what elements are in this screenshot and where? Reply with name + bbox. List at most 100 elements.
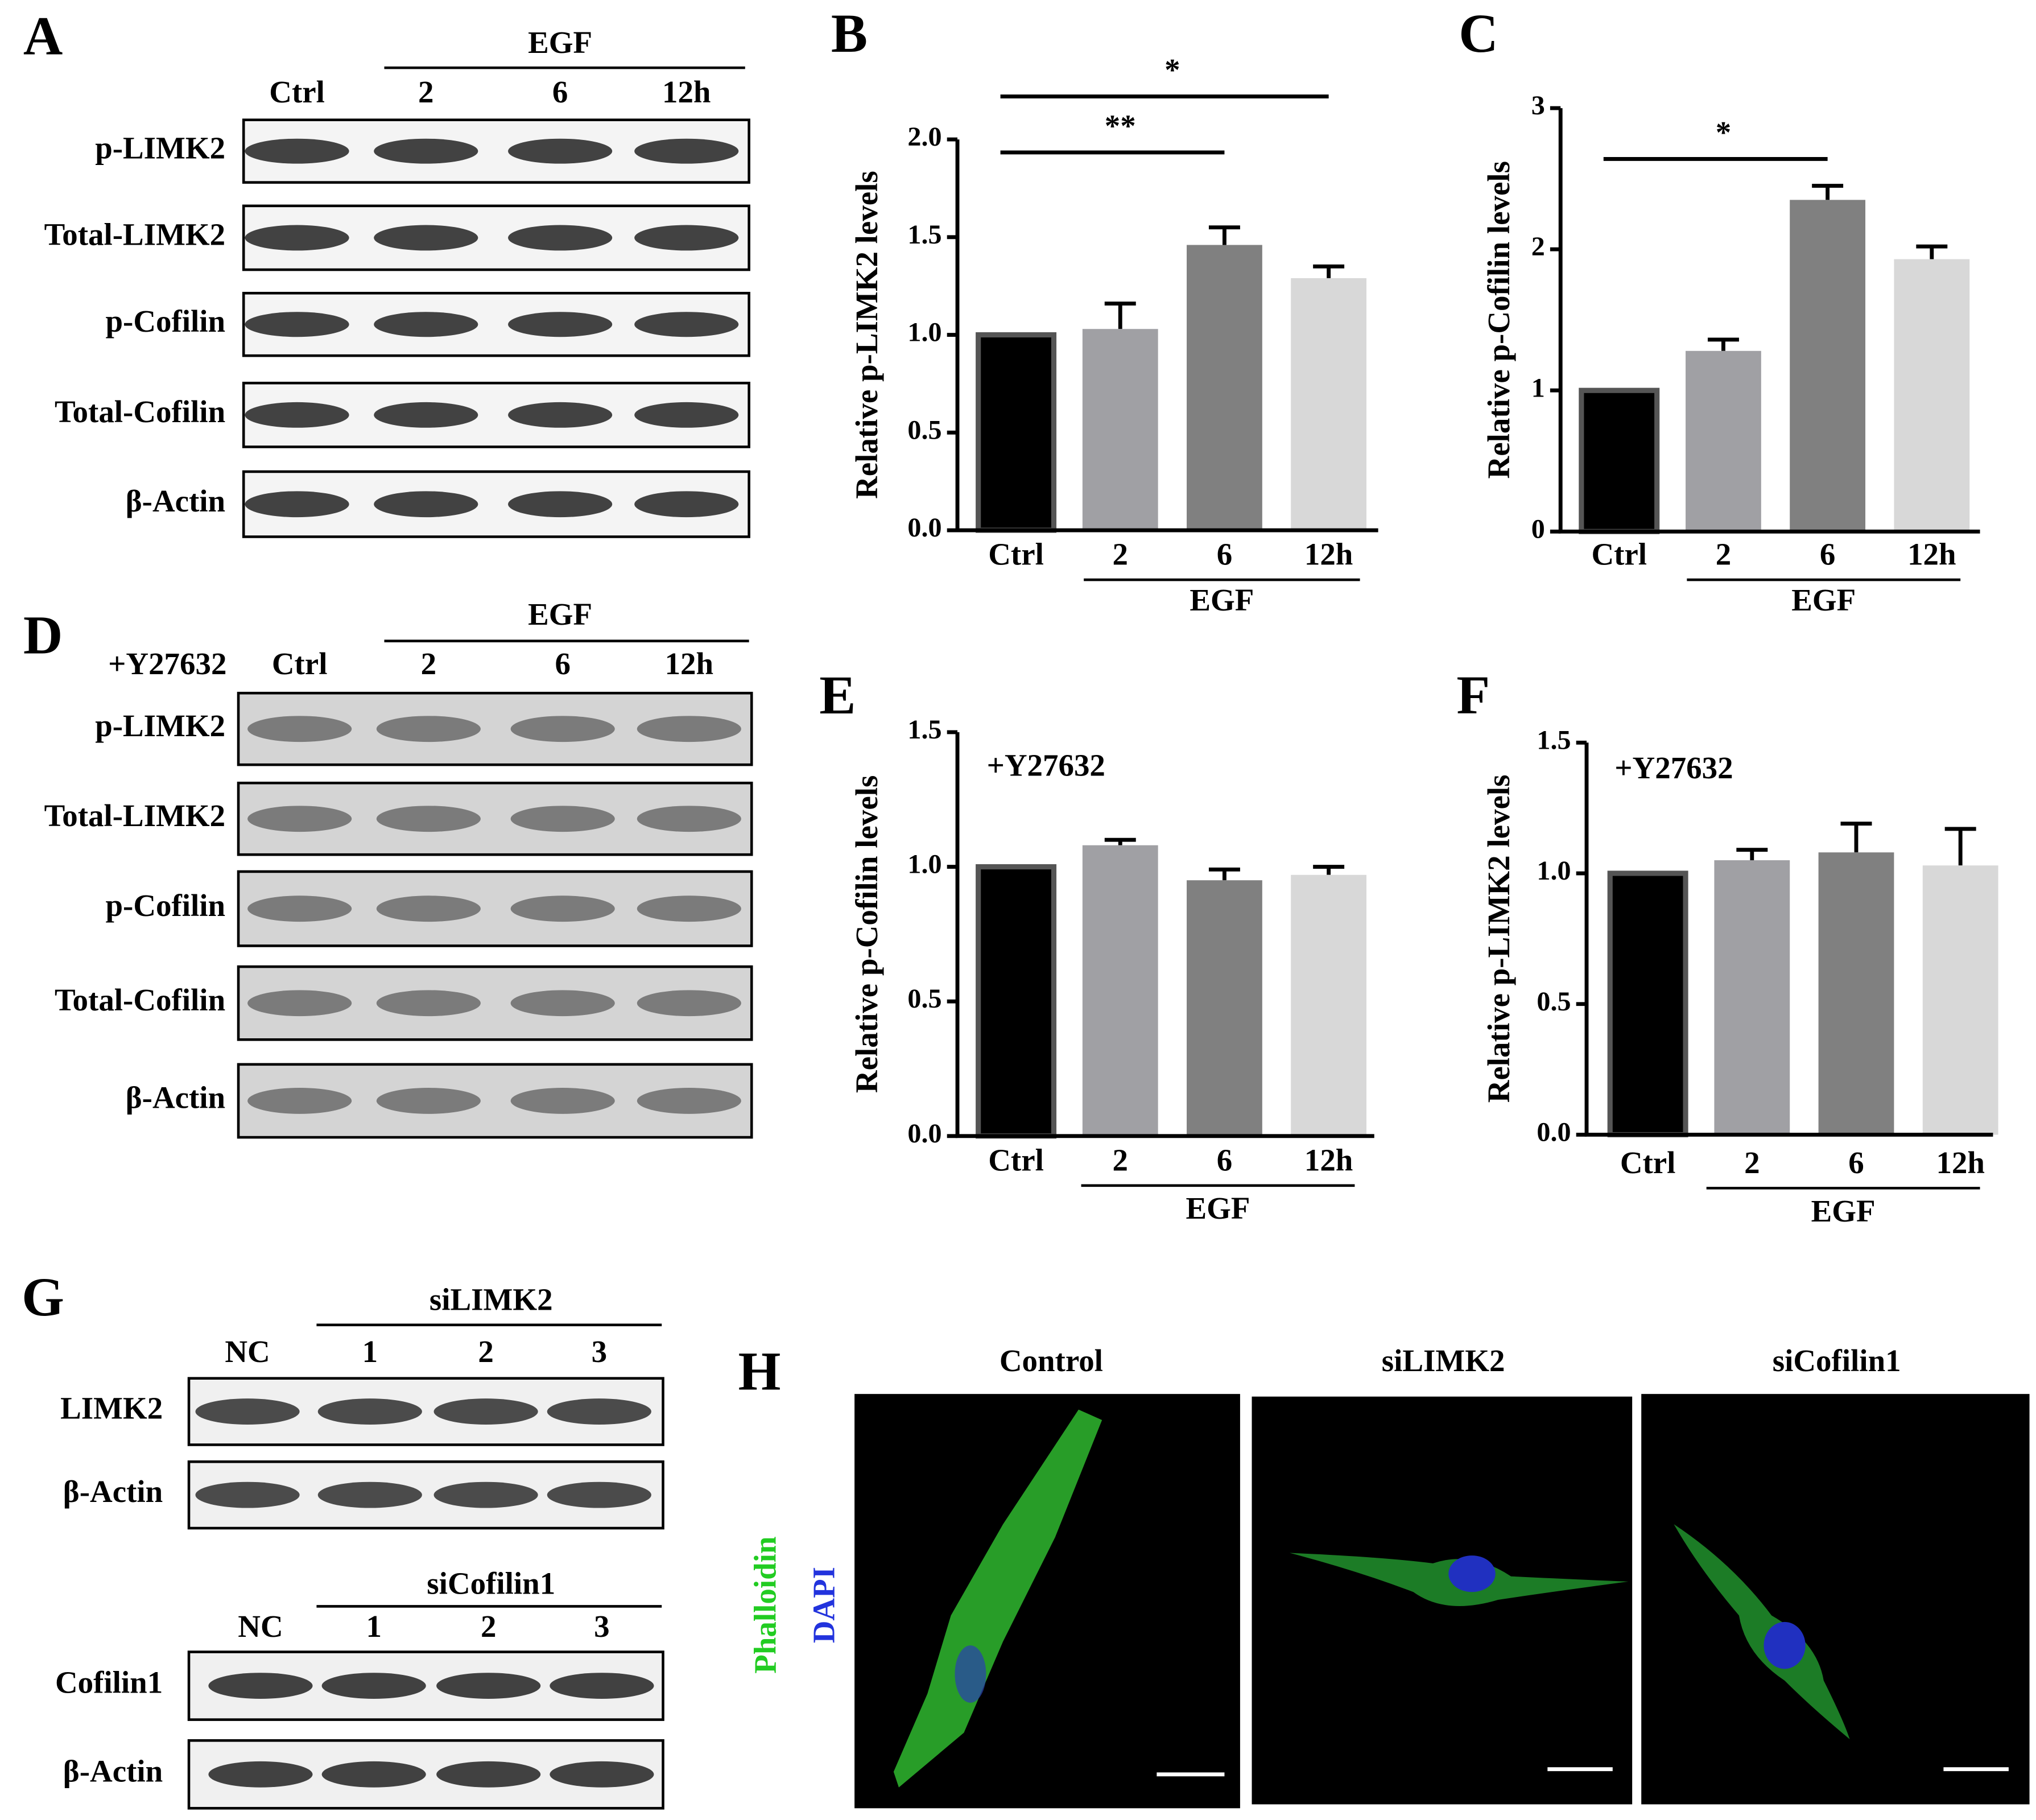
- y-tick-label: 1.0: [907, 849, 941, 880]
- band: [510, 1088, 615, 1114]
- nucleus: [955, 1645, 986, 1703]
- band: [317, 1398, 422, 1425]
- y-tick-label: 3: [1531, 90, 1545, 121]
- band: [510, 895, 615, 922]
- band: [634, 225, 739, 251]
- lane-label: 1: [362, 1334, 378, 1369]
- stain-label: DAPI: [807, 1567, 841, 1643]
- band: [376, 716, 481, 742]
- row-label: Total-LIMK2: [44, 217, 225, 252]
- y-tick-label: 1.5: [907, 715, 941, 745]
- band: [376, 895, 481, 922]
- bar: [1686, 350, 1761, 532]
- y-tick-label: 1.5: [1537, 725, 1571, 755]
- row-label: Total-LIMK2: [44, 798, 225, 833]
- row-label: β-Actin: [63, 1753, 163, 1788]
- band: [374, 138, 478, 164]
- cell: [893, 1409, 1102, 1788]
- band: [245, 138, 349, 164]
- stain-label: Phalloidin: [748, 1537, 783, 1674]
- band: [208, 1673, 313, 1699]
- bar: [1082, 845, 1158, 1136]
- row-label: p-LIMK2: [95, 130, 225, 165]
- significance-label: *: [1164, 52, 1180, 87]
- row-label: Total-Cofilin: [55, 983, 225, 1017]
- bar: [1922, 865, 1998, 1135]
- lane-label: 2: [421, 646, 436, 681]
- panel-letter: A: [23, 5, 63, 66]
- y-tick-label: 1.0: [907, 317, 941, 348]
- bar: [1082, 329, 1158, 531]
- band: [433, 1398, 538, 1425]
- y-axis-title: Relative p-Cofilin levels: [1481, 161, 1516, 478]
- panel-letter: D: [23, 605, 63, 666]
- lane-label: NC: [238, 1609, 283, 1644]
- band: [634, 138, 739, 164]
- band: [374, 491, 478, 518]
- group-label: EGF: [1190, 583, 1254, 617]
- x-tick-label: Ctrl: [1620, 1145, 1676, 1180]
- x-tick-label: 2: [1744, 1145, 1760, 1180]
- lane-label: 6: [555, 646, 570, 681]
- band: [550, 1673, 654, 1699]
- row-label: LIMK2: [60, 1391, 163, 1426]
- inset-label: +Y27632: [987, 748, 1105, 783]
- band: [508, 225, 613, 251]
- band: [510, 990, 615, 1017]
- row-label: β-Actin: [126, 1080, 225, 1115]
- panel-letter: G: [22, 1266, 64, 1327]
- bar: [1818, 852, 1894, 1135]
- lane-label: 3: [592, 1334, 607, 1369]
- band: [245, 491, 349, 518]
- lane-label: 12h: [662, 75, 711, 109]
- y-tick-label: 0.5: [1537, 987, 1571, 1017]
- lane-label: Ctrl: [269, 75, 325, 109]
- band: [508, 402, 613, 428]
- band: [247, 716, 352, 742]
- x-tick-label: 2: [1113, 1142, 1128, 1177]
- band: [374, 402, 478, 428]
- band: [508, 312, 613, 337]
- band: [245, 225, 349, 251]
- y-axis-title: Relative p-LIMK2 levels: [849, 171, 884, 499]
- band: [245, 402, 349, 428]
- x-tick-label: 12h: [1936, 1145, 1985, 1180]
- bar: [1291, 278, 1367, 531]
- bar: [1714, 860, 1790, 1135]
- x-tick-label: Ctrl: [988, 1142, 1044, 1177]
- band: [637, 716, 741, 742]
- lane-label: 3: [594, 1609, 609, 1644]
- group-label: EGF: [1186, 1191, 1250, 1225]
- inset-label: +Y27632: [1614, 750, 1733, 785]
- significance-label: *: [1716, 115, 1731, 150]
- y-tick-label: 1: [1531, 373, 1545, 403]
- image-title: siCofilin1: [1773, 1343, 1901, 1378]
- x-tick-label: 2: [1716, 537, 1731, 572]
- lane-label: NC: [225, 1334, 270, 1369]
- bar: [976, 332, 1057, 533]
- band: [547, 1481, 651, 1508]
- band: [247, 806, 352, 832]
- x-tick-label: 6: [1217, 1142, 1232, 1177]
- bar: [1790, 200, 1866, 532]
- x-tick-label: 2: [1113, 537, 1128, 572]
- group-label: EGF: [528, 597, 592, 632]
- band: [376, 990, 481, 1017]
- band: [510, 716, 615, 742]
- image-title: siLIMK2: [1382, 1343, 1505, 1378]
- band: [637, 895, 741, 922]
- band: [376, 1088, 481, 1114]
- band: [508, 491, 613, 518]
- x-tick-label: 6: [1217, 537, 1232, 572]
- bar: [1579, 387, 1660, 534]
- nucleus: [1764, 1621, 1806, 1669]
- lane-label: 2: [481, 1609, 496, 1644]
- x-tick-label: 12h: [1304, 537, 1353, 572]
- band: [321, 1673, 426, 1699]
- row-label: p-Cofilin: [105, 888, 225, 923]
- row-label: β-Actin: [126, 484, 225, 518]
- group-label: EGF: [1811, 1194, 1876, 1228]
- axes: [955, 732, 1374, 1138]
- y-tick-label: 2.0: [907, 122, 941, 152]
- bar: [976, 864, 1057, 1139]
